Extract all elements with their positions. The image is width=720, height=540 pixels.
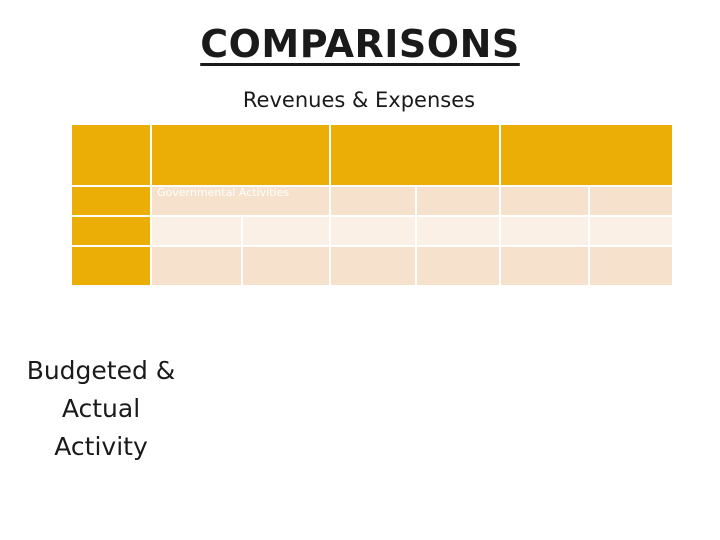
table-cell [590,217,672,245]
row-header-3 [72,247,150,285]
table-cell [243,247,329,285]
table-cell [417,187,499,215]
header-cell-group-3 [501,125,672,185]
slide-subtitle: Revenues & Expenses [242,88,476,112]
row-header-1 [72,187,150,215]
side-caption-line-2: Actual [61,394,141,423]
header-cell-group-1 [152,125,329,185]
header-cell-corner [72,125,150,185]
header-cell-group-2 [331,125,499,185]
table-cell [590,187,672,215]
slide-title: COMPARISONS [200,22,520,66]
table-cell [152,247,241,285]
comparison-table: Governmental Activities [72,125,672,285]
table-cell [417,247,499,285]
side-caption: Budgeted & Actual Activity [16,352,186,466]
table-cell [501,247,588,285]
table-cell [152,217,241,245]
side-caption-line-3: Activity [54,432,148,461]
side-caption-line-1: Budgeted & [26,356,176,385]
table-cell [331,217,415,245]
table-cell [501,187,588,215]
table-cell [243,217,329,245]
table-cell [331,247,415,285]
governmental-activities-label: Governmental Activities [152,187,329,215]
row-header-2 [72,217,150,245]
table-cell [590,247,672,285]
table-cell [331,187,415,215]
table-cell [417,217,499,245]
table-cell [501,217,588,245]
